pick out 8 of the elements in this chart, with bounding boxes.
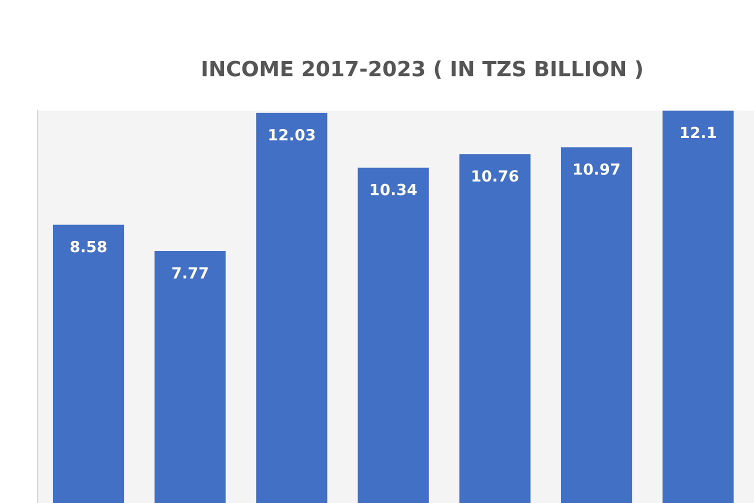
data-label: 12.03 <box>269 128 315 141</box>
chart-title: INCOME 2017-2023 ( IN TZS BILLION ) <box>202 60 642 79</box>
data-label: 7.77 <box>172 267 208 278</box>
data-label: 12.1 <box>680 126 716 138</box>
data-label: 8.58 <box>70 240 106 252</box>
data-label: 10.76 <box>472 170 518 182</box>
data-label: 10.97 <box>574 163 620 175</box>
data-label: 10.34 <box>370 184 417 196</box>
